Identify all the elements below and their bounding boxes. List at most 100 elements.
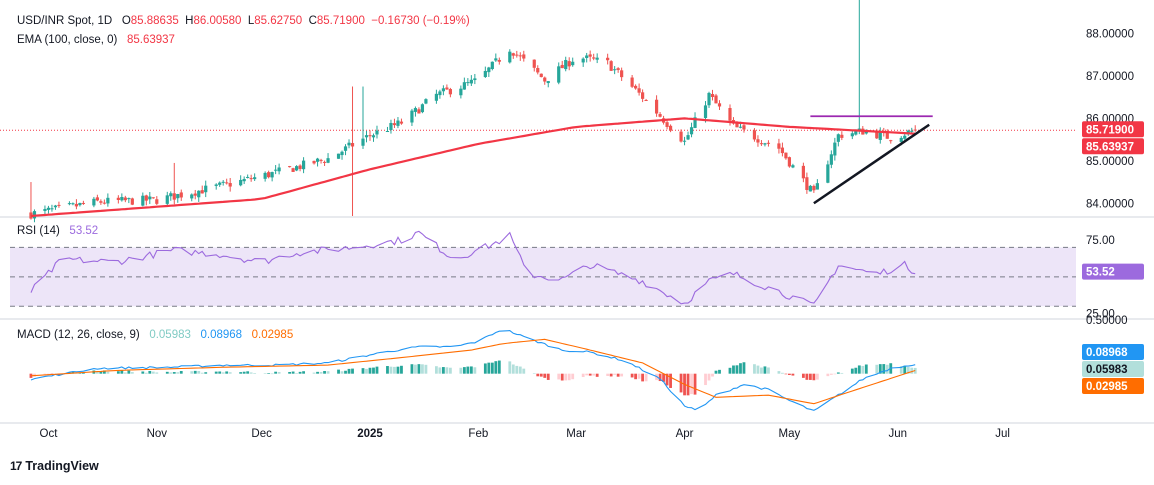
candle-body xyxy=(399,121,404,124)
tradingview-brand[interactable]: 17 TradingView xyxy=(10,459,99,473)
candle-body xyxy=(106,197,110,204)
macd-legend: MACD (12, 26, close, 9) 0.05983 0.08968 … xyxy=(17,329,293,341)
macd-histogram-bar xyxy=(753,364,756,374)
candle-body xyxy=(714,95,718,104)
candle-body xyxy=(371,135,376,138)
candle-body xyxy=(899,137,903,142)
macd-histogram-bar xyxy=(270,373,274,375)
macd-histogram-bar xyxy=(630,373,634,378)
candle-body xyxy=(127,198,131,200)
candle-body xyxy=(179,192,183,198)
macd-histogram-bar xyxy=(389,366,393,374)
macd-histogram-bar xyxy=(323,371,326,374)
macd-histogram-bar xyxy=(347,368,351,374)
macd-histogram-bar xyxy=(805,373,809,380)
low-label: L xyxy=(247,15,255,27)
macd-histogram-bar xyxy=(435,366,438,374)
candle-body xyxy=(567,61,571,67)
macd-histogram-bar xyxy=(592,373,596,376)
change-value: −0.16730 (−0.19%) xyxy=(371,15,470,27)
candle-body xyxy=(389,122,393,130)
candle-body xyxy=(850,133,854,137)
macd-histogram-bar xyxy=(288,371,292,374)
macd-histogram-bar xyxy=(116,371,120,374)
macd-histogram-bar xyxy=(585,373,589,376)
macd-histogram-bar xyxy=(326,371,330,374)
macd-histogram-bar xyxy=(494,361,498,374)
candle-body xyxy=(274,169,278,171)
candle-body xyxy=(78,202,82,206)
macd-histogram-bar xyxy=(732,365,735,374)
macd-histogram-bar xyxy=(141,371,145,374)
candle-body xyxy=(322,161,327,163)
candle-body xyxy=(864,131,868,134)
macd-histogram-bar xyxy=(386,366,389,374)
macd-histogram-bar xyxy=(490,362,494,374)
candle-body xyxy=(759,143,764,145)
candle-body xyxy=(833,142,837,156)
candle-body xyxy=(361,138,365,146)
macd-histogram-bar xyxy=(228,372,232,374)
candle-body xyxy=(494,58,498,61)
candle-body xyxy=(469,79,473,84)
candle-body xyxy=(665,122,669,127)
time-axis-tick: Jul xyxy=(995,428,1010,440)
candle-body xyxy=(812,185,816,191)
macd-histogram-bar xyxy=(267,373,271,374)
candle-body xyxy=(368,135,372,137)
candle-body xyxy=(784,152,788,159)
macd-hist-tag-bg xyxy=(1082,361,1144,377)
macd-histogram-bar xyxy=(557,373,561,380)
macd-histogram-bar xyxy=(812,373,816,381)
macd-histogram-bar xyxy=(396,366,400,374)
macd-histogram-bar xyxy=(225,371,229,374)
macd-histogram-bar xyxy=(857,365,861,374)
brand-label: TradingView xyxy=(25,459,99,473)
candle-body xyxy=(193,193,197,196)
macd-histogram-bar xyxy=(340,371,344,374)
candle-body xyxy=(228,183,232,187)
macd-value-tag: 0.08968 xyxy=(1086,347,1128,359)
macd-histogram-bar xyxy=(295,373,298,374)
macd-histogram-bar xyxy=(302,371,305,374)
macd-histogram-bar xyxy=(95,371,99,374)
macd-histogram-bar xyxy=(669,373,672,388)
macd-histogram-bar xyxy=(763,366,767,374)
time-axis-tick: Dec xyxy=(251,428,272,440)
symbol-label: USD/INR Spot, 1D xyxy=(17,15,113,27)
macd-histogram-bar xyxy=(808,373,812,380)
candle-body xyxy=(885,131,889,139)
candle-body xyxy=(473,78,477,81)
macd-histogram-bar xyxy=(634,373,638,380)
macd-histogram-bar xyxy=(400,365,403,374)
ema-price-tag: 85.63937 xyxy=(1086,141,1134,153)
candle-body xyxy=(571,61,575,66)
candle-body xyxy=(364,135,369,138)
macd-histogram-bar xyxy=(718,369,721,374)
macd-histogram-bar xyxy=(351,368,354,374)
macd-histogram-bar xyxy=(788,373,791,376)
candle-body xyxy=(616,68,620,70)
candle-body xyxy=(319,159,323,161)
candle-body xyxy=(693,117,697,128)
macd-histogram-bar xyxy=(246,371,250,374)
candle-body xyxy=(176,194,180,199)
macd-histogram-bar xyxy=(372,367,375,374)
macd-histogram-bar xyxy=(190,371,194,374)
time-axis-tick: Oct xyxy=(40,428,59,440)
candle-body xyxy=(668,125,673,131)
candle-body xyxy=(679,131,683,142)
macd-histogram-bar xyxy=(459,367,463,374)
macd-histogram-bar xyxy=(567,373,571,381)
macd-histogram-bar xyxy=(539,373,543,377)
macd-histogram-bar xyxy=(875,364,879,374)
macd-histogram-bar xyxy=(298,371,302,374)
macd-histogram-bar xyxy=(791,373,795,376)
macd-histogram-bar xyxy=(850,368,854,374)
macd-histogram-bar xyxy=(466,366,470,374)
macd-histogram-bar xyxy=(878,364,882,374)
candle-body xyxy=(644,100,648,102)
price-axis-tick: 87.00000 xyxy=(1086,71,1134,83)
candle-body xyxy=(312,160,316,164)
macd-histogram-bar xyxy=(424,364,428,374)
